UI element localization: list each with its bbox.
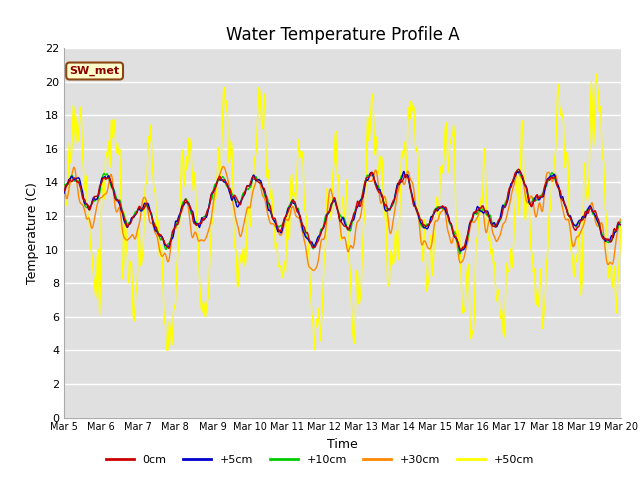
Title: Water Temperature Profile A: Water Temperature Profile A: [225, 25, 460, 44]
Y-axis label: Temperature (C): Temperature (C): [26, 182, 39, 284]
X-axis label: Time: Time: [327, 438, 358, 451]
Legend: 0cm, +5cm, +10cm, +30cm, +50cm: 0cm, +5cm, +10cm, +30cm, +50cm: [101, 451, 539, 469]
Text: SW_met: SW_met: [70, 66, 120, 76]
